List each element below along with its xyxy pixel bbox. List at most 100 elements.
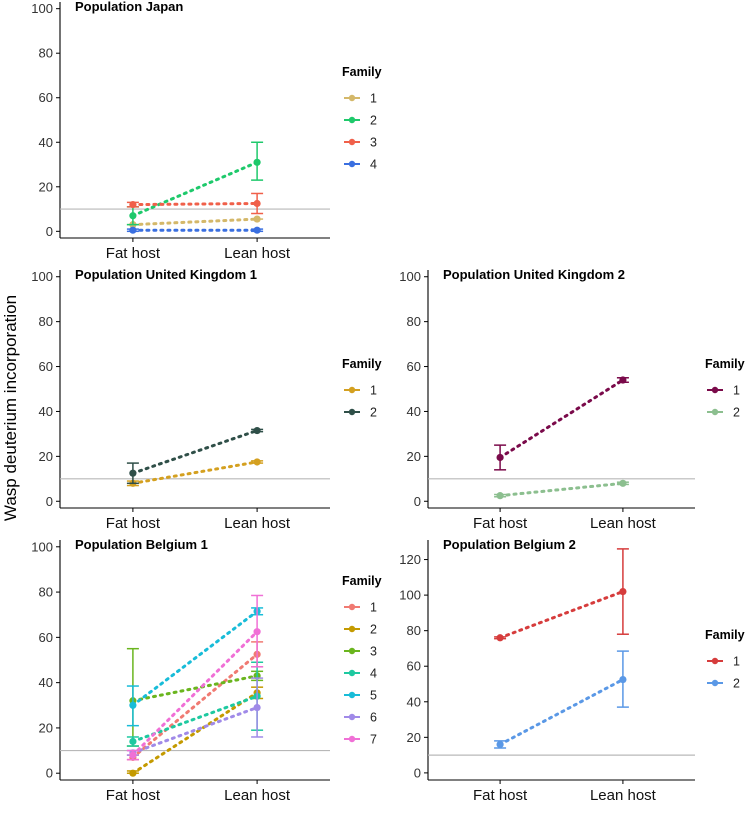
- x-tick-label: Fat host: [473, 787, 528, 804]
- legend-key-point-2: [711, 408, 719, 416]
- x-tick-label: Fat host: [106, 787, 161, 804]
- series-line-3: [131, 674, 259, 703]
- series-line-2: [498, 678, 625, 746]
- legend-label-2: 2: [370, 114, 377, 128]
- legend-key-point-7: [348, 735, 356, 743]
- legend-label-1: 1: [370, 384, 377, 398]
- series-line-2: [131, 691, 259, 775]
- series-line-1: [498, 590, 625, 640]
- data-point-2: [129, 212, 137, 220]
- data-point-2: [129, 769, 137, 777]
- series-line-6: [131, 706, 259, 755]
- legend-label-3: 3: [370, 645, 377, 659]
- data-point-1: [253, 458, 261, 466]
- legend-key-point-5: [348, 691, 356, 699]
- data-point-2: [496, 740, 504, 749]
- y-tick-label: 120: [399, 552, 421, 567]
- y-tick-label: 60: [407, 659, 421, 674]
- data-point-2: [253, 426, 261, 435]
- y-tick-label: 20: [39, 449, 53, 464]
- data-point-1: [253, 215, 261, 223]
- data-point-1: [496, 634, 504, 642]
- legend-key-point-4: [348, 160, 356, 168]
- y-tick-label: 60: [407, 359, 421, 374]
- legend-title: Family: [342, 65, 382, 79]
- y-tick-label: 20: [39, 720, 53, 735]
- data-point-4: [129, 737, 137, 746]
- panel-title: Population Belgium 2: [443, 537, 576, 552]
- y-tick-label: 60: [39, 359, 53, 374]
- legend-title: Family: [705, 357, 745, 371]
- legend-key-point-6: [348, 713, 356, 721]
- data-point-2: [496, 492, 504, 500]
- panel-title: Population United Kingdom 1: [75, 267, 257, 282]
- legend-key-point-2: [711, 679, 719, 687]
- legend-title: Family: [705, 628, 745, 642]
- series-line-2: [498, 481, 625, 498]
- y-tick-label: 0: [414, 765, 421, 780]
- x-tick-label: Lean host: [224, 787, 291, 804]
- y-tick-label: 100: [31, 269, 53, 284]
- series-line-5: [131, 609, 259, 707]
- legend-label-2: 2: [370, 406, 377, 420]
- series-line-2: [131, 160, 259, 218]
- panel-title: Population Belgium 1: [75, 537, 208, 552]
- data-point-2: [619, 479, 627, 487]
- y-tick-label: 0: [414, 494, 421, 509]
- x-tick-label: Fat host: [106, 245, 161, 262]
- legend-label-5: 5: [370, 689, 377, 703]
- series-line-1: [498, 378, 625, 459]
- legend-label-4: 4: [370, 667, 377, 681]
- data-point-2: [253, 158, 261, 166]
- legend-title: Family: [342, 574, 382, 588]
- y-tick-label: 60: [39, 90, 53, 105]
- series-line-3: [131, 201, 259, 207]
- legend-key-point-1: [348, 603, 356, 611]
- y-tick-label: 40: [39, 675, 53, 690]
- legend-key-point-1: [711, 386, 719, 394]
- y-tick-label: 0: [46, 494, 53, 509]
- data-point-6: [253, 703, 261, 712]
- series-line-1: [131, 217, 259, 227]
- legend-label-1: 1: [370, 92, 377, 106]
- data-point-4: [253, 226, 261, 234]
- series-line-1: [131, 460, 259, 485]
- y-tick-label: 100: [399, 588, 421, 603]
- y-tick-label: 0: [46, 766, 53, 781]
- data-point-7: [129, 751, 137, 759]
- legend-key-point-1: [348, 94, 356, 102]
- data-point-1: [619, 587, 627, 596]
- y-tick-label: 80: [39, 585, 53, 600]
- y-tick-label: 20: [407, 730, 421, 745]
- data-point-3: [129, 201, 137, 209]
- data-point-2: [619, 675, 627, 684]
- y-tick-label: 60: [39, 630, 53, 645]
- series-line-7: [131, 630, 259, 757]
- y-tick-label: 40: [39, 135, 53, 150]
- legend-label-3: 3: [370, 136, 377, 150]
- y-tick-label: 0: [46, 224, 53, 239]
- y-tick-label: 80: [39, 314, 53, 329]
- data-point-4: [129, 226, 137, 234]
- data-point-3: [253, 199, 261, 208]
- legend-title: Family: [342, 357, 382, 371]
- legend-label-7: 7: [370, 733, 377, 747]
- legend-label-2: 2: [733, 677, 740, 691]
- y-axis-main-label: Wasp deuterium incorporation: [1, 295, 20, 521]
- legend-label-6: 6: [370, 711, 377, 725]
- x-tick-label: Fat host: [106, 515, 161, 532]
- y-tick-label: 80: [407, 623, 421, 638]
- legend-key-point-4: [348, 669, 356, 677]
- x-tick-label: Fat host: [473, 515, 528, 532]
- legend-key-point-3: [348, 647, 356, 655]
- y-tick-label: 40: [407, 694, 421, 709]
- legend-label-2: 2: [733, 406, 740, 420]
- legend-label-2: 2: [370, 623, 377, 637]
- legend-key-point-1: [711, 657, 719, 665]
- y-tick-label: 40: [39, 404, 53, 419]
- legend-key-point-2: [348, 408, 356, 416]
- data-point-5: [129, 701, 137, 709]
- legend-key-point-3: [348, 138, 356, 146]
